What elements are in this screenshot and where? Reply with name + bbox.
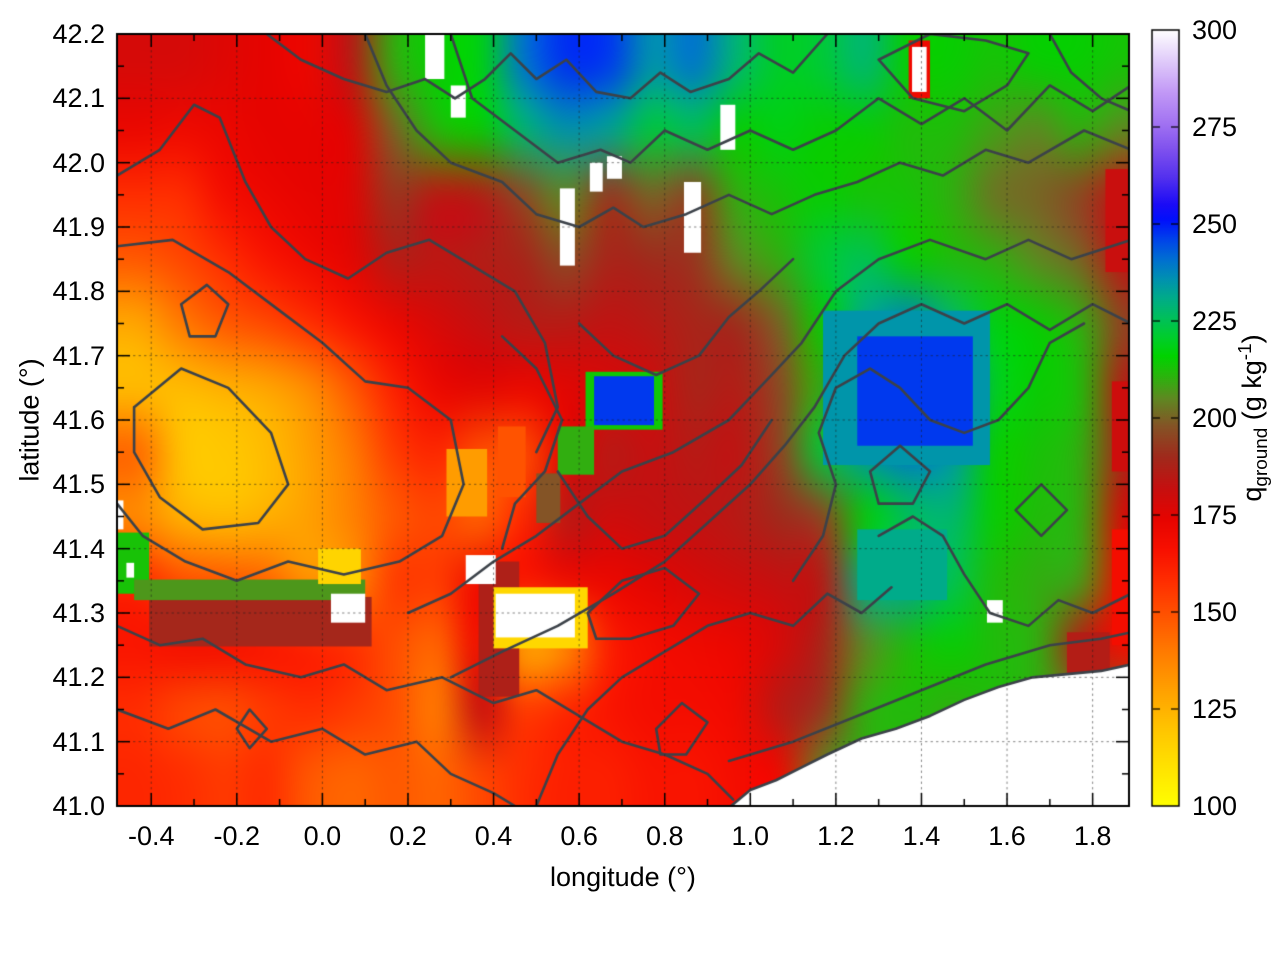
colorbar-tick-label: 150 <box>1192 597 1238 627</box>
colorbar-tick-label: 125 <box>1192 694 1238 724</box>
y-tick-label: 41.0 <box>52 791 105 821</box>
x-tick-label: 1.2 <box>817 821 855 851</box>
x-tick-label: 1.8 <box>1073 821 1112 851</box>
y-tick-label: 41.8 <box>52 276 105 307</box>
x-tick-label: 0.6 <box>560 821 598 851</box>
y-tick-label: 41.2 <box>52 662 105 693</box>
colorbar-tick-label: 275 <box>1192 112 1238 142</box>
x-axis-title: longitude (°) <box>550 862 696 892</box>
x-tick-label: 0.8 <box>645 821 684 851</box>
y-tick-label: 41.7 <box>52 340 105 371</box>
y-tick-label: 42.2 <box>52 19 105 49</box>
x-tick-label: 0.2 <box>389 821 427 851</box>
x-tick-label: -0.2 <box>213 821 261 851</box>
x-tick-label: 0.4 <box>474 821 513 851</box>
y-tick-label: 41.4 <box>52 533 105 564</box>
x-tick-label: 1.4 <box>902 821 941 851</box>
y-tick-label: 41.5 <box>52 469 105 500</box>
colorbar-tick-label: 225 <box>1192 306 1238 336</box>
x-tick-label: 1.6 <box>988 821 1026 851</box>
x-tick-label: 1.0 <box>731 821 770 851</box>
colorbar-title-sub: ground <box>1251 427 1273 487</box>
y-tick-label: 42.1 <box>52 83 105 114</box>
y-tick-label: 41.6 <box>52 405 105 435</box>
colorbar-tick-label: 250 <box>1192 209 1238 239</box>
colorbar-tick-label: 200 <box>1192 403 1238 433</box>
x-tick-label: -0.4 <box>127 821 175 851</box>
y-tick-label: 41.3 <box>52 598 105 628</box>
colorbar-title-sup: -1 <box>1234 343 1256 361</box>
colorbar-tick-label: 100 <box>1192 791 1238 821</box>
y-tick-label: 41.1 <box>52 726 105 757</box>
x-tick-label: 0.0 <box>303 821 342 851</box>
colorbar-tick-label: 175 <box>1192 500 1238 530</box>
y-tick-label: 42.0 <box>52 147 105 178</box>
y-tick-label: 41.9 <box>52 212 105 242</box>
colorbar-tick-label: 300 <box>1192 15 1238 45</box>
